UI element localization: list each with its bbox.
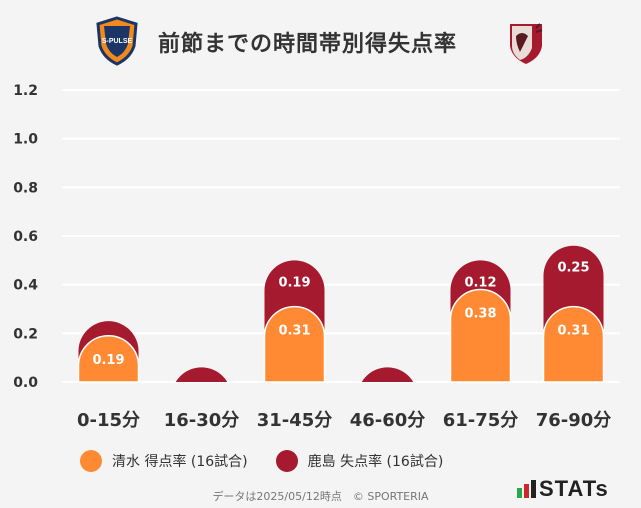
legend-swatch-kashima xyxy=(275,450,298,472)
bar-group xyxy=(357,367,418,382)
bar-shimizu xyxy=(449,288,512,382)
x-category-label: 76-90分 xyxy=(536,410,612,431)
legend-label-kashima: 鹿島 失点率 (16試合) xyxy=(307,454,444,470)
stats-brand: STATs xyxy=(517,476,609,502)
bar-kashima xyxy=(357,367,418,382)
stats-logo-icon xyxy=(517,480,536,498)
bar-shimizu xyxy=(263,305,326,382)
bar-kashima xyxy=(171,367,232,382)
legend-item-kashima: 鹿島 失点率 (16試合) xyxy=(275,450,444,472)
data-label-kashima: 0.12 xyxy=(464,275,496,290)
x-category-label: 46-60分 xyxy=(350,410,426,431)
bar-group xyxy=(171,367,232,382)
data-label-shimizu: 0.38 xyxy=(464,307,496,322)
shimizu-emblem-icon: S-PULSE xyxy=(96,16,138,70)
y-tick-label: 0.6 xyxy=(13,229,38,245)
y-tick-label: 0.0 xyxy=(13,375,38,391)
legend-label-shimizu: 清水 得点率 (16試合) xyxy=(112,454,248,470)
x-category-label: 0-15分 xyxy=(77,410,140,431)
bar-group xyxy=(542,245,605,382)
y-tick-label: 0.8 xyxy=(13,180,38,196)
y-tick-label: 0.4 xyxy=(13,278,38,294)
y-tick-label: 0.2 xyxy=(13,326,38,342)
bar-group xyxy=(263,260,326,382)
x-category-label: 61-75分 xyxy=(443,410,519,431)
chart-title: 前節までの時間帯別得失点率 xyxy=(158,32,458,57)
stats-brand-text: STATs xyxy=(539,476,609,501)
bar-shimizu xyxy=(77,335,140,382)
data-label-shimizu: 0.19 xyxy=(92,353,124,368)
y-tick-label: 1.0 xyxy=(13,132,38,148)
data-label-shimizu: 0.31 xyxy=(278,324,310,339)
data-note: データは2025/05/12時点 © SPORTERIA xyxy=(212,490,429,503)
chart-header: S-PULSE 前節までの時間帯別得失点率 xyxy=(0,0,641,80)
data-label-kashima: 0.25 xyxy=(557,261,589,276)
data-label-kashima: 0.19 xyxy=(278,275,310,290)
x-category-label: 16-30分 xyxy=(164,410,240,431)
bar-group xyxy=(449,260,512,382)
legend-item-shimizu: 清水 得点率 (16試合) xyxy=(80,450,248,472)
kashima-emblem-icon xyxy=(502,18,550,70)
shimizu-logo-text: S-PULSE xyxy=(102,38,133,45)
bar-shimizu xyxy=(542,305,605,382)
chart-legend: 清水 得点率 (16試合) 鹿島 失点率 (16試合) xyxy=(80,450,471,472)
legend-swatch-shimizu xyxy=(80,450,102,472)
y-tick-label: 1.2 xyxy=(13,83,38,99)
data-label-shimizu: 0.31 xyxy=(557,324,589,339)
bar-group xyxy=(77,321,140,382)
x-category-label: 31-45分 xyxy=(257,410,333,431)
